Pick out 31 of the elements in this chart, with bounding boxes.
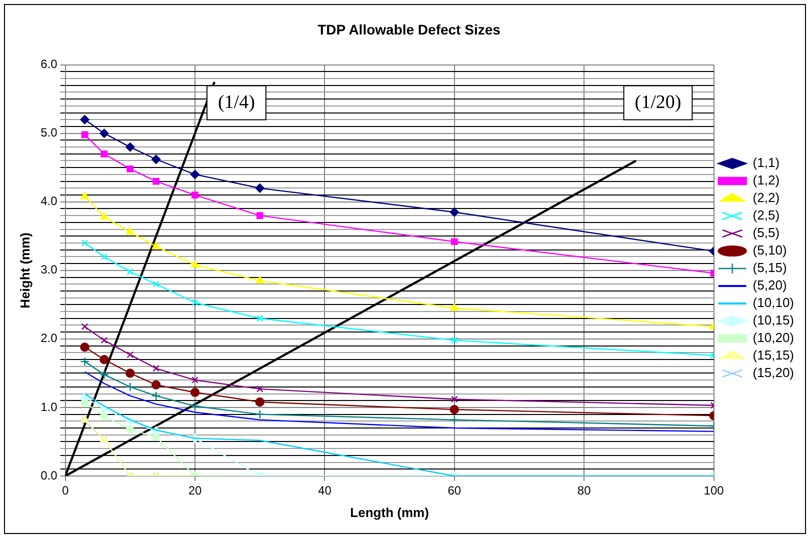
y-tick-label: 0.0 xyxy=(40,468,58,482)
y-tick-label: 5.0 xyxy=(40,126,58,140)
y-tick-label: 3.0 xyxy=(40,262,58,277)
annotation: (1/4) xyxy=(218,92,255,113)
legend-label: (2,5) xyxy=(752,208,780,223)
x-axis-title: Length (mm) xyxy=(350,504,429,520)
x-tick-label: 60 xyxy=(448,484,462,498)
annotation: (1/20) xyxy=(634,92,682,113)
legend-label: (15,15) xyxy=(752,348,794,363)
legend-label: (1,2) xyxy=(752,172,780,188)
chart-title: TDP Allowable Defect Sizes xyxy=(318,21,501,38)
legend-label: (1,1) xyxy=(752,155,780,170)
y-tick-label: 1.0 xyxy=(40,400,58,414)
legend-label: (10,10) xyxy=(752,295,794,310)
x-tick-label: 100 xyxy=(704,484,724,498)
legend-label: (15,20) xyxy=(752,365,794,380)
legend-label: (5,5) xyxy=(752,225,780,240)
x-tick-label: 40 xyxy=(318,484,332,498)
x-tick-label: 20 xyxy=(188,484,202,498)
x-tick-label: 0 xyxy=(62,484,69,498)
legend-label: (5,10) xyxy=(752,242,787,258)
y-tick-label: 4.0 xyxy=(40,194,58,208)
y-axis-title: Height (mm) xyxy=(17,232,32,308)
x-tick-label: 80 xyxy=(577,484,592,498)
legend-label: (10,15) xyxy=(752,312,794,328)
legend-label: (5,20) xyxy=(752,278,787,293)
legend-label: (10,20) xyxy=(752,330,794,346)
y-tick-label: 6.0 xyxy=(40,57,58,72)
legend-label: (2,2) xyxy=(752,190,780,206)
legend-label: (5,15) xyxy=(752,260,787,276)
y-tick-label: 2.0 xyxy=(40,331,58,346)
